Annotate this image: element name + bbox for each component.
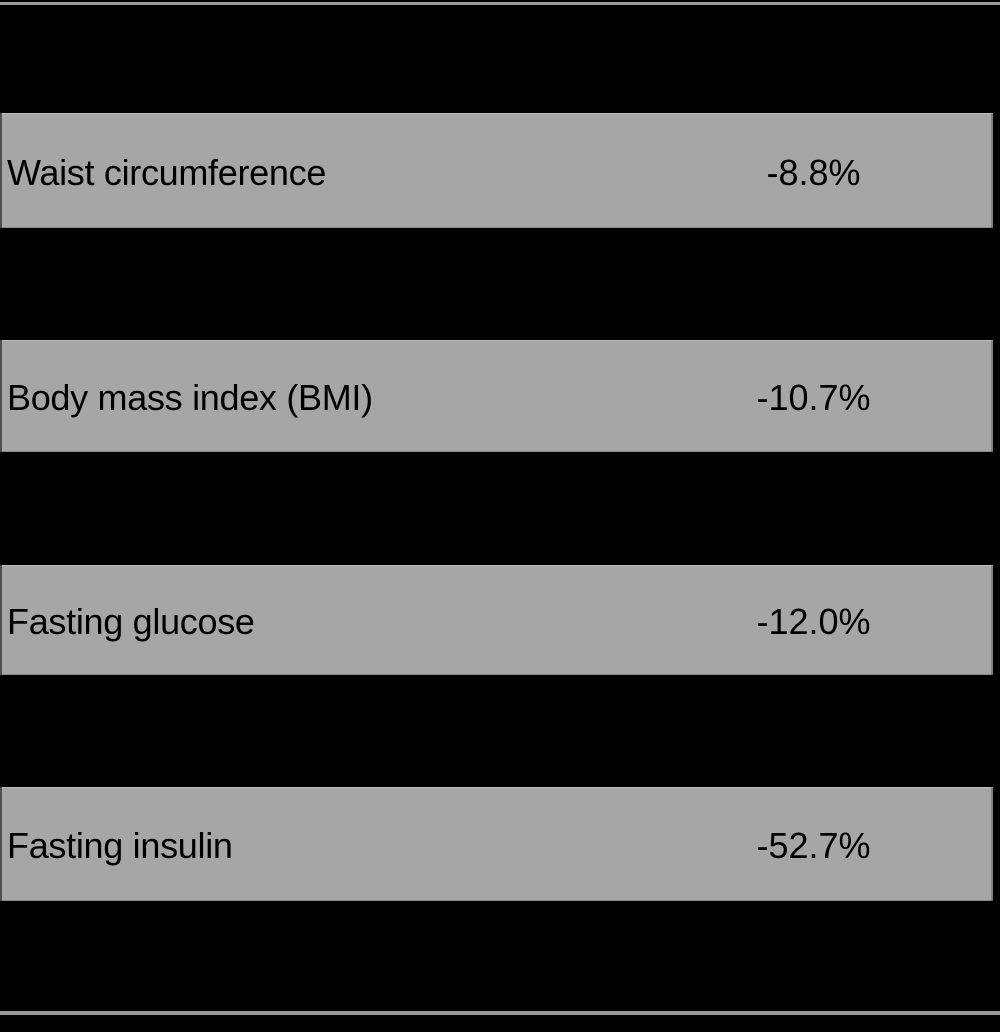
table-row: Fasting glucose -12.0% — [0, 565, 993, 675]
row-label: Body mass index (BMI) — [7, 376, 373, 418]
table-row: Body mass index (BMI) -10.7% — [0, 340, 993, 452]
table-row: Waist circumference -8.8% — [0, 113, 993, 228]
row-label: Fasting insulin — [7, 824, 233, 866]
row-value: -52.7% — [756, 824, 871, 866]
row-label: Waist circumference — [7, 151, 327, 193]
table-bottom-rule — [0, 1011, 1000, 1015]
table-row: Fasting insulin -52.7% — [0, 787, 993, 901]
row-value: -8.8% — [766, 151, 861, 193]
table-top-rule — [0, 2, 1000, 5]
row-value: -12.0% — [756, 600, 871, 642]
row-value: -10.7% — [756, 376, 871, 418]
row-label: Fasting glucose — [7, 600, 255, 642]
